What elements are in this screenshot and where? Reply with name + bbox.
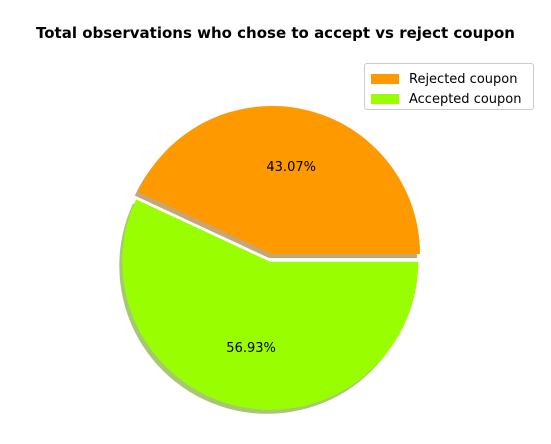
legend-label-accepted: Accepted coupon — [409, 91, 522, 107]
legend-item-accepted: Accepted coupon — [371, 89, 527, 109]
pie-slice-rejected-coupon — [137, 105, 420, 255]
chart-title: Total observations who chose to accept v… — [36, 24, 515, 42]
pie-slice-accepted-coupon — [122, 199, 419, 410]
slice-label-rejected-coupon: 43.07% — [266, 160, 316, 175]
legend-label-rejected: Rejected coupon — [409, 71, 518, 87]
legend-swatch-rejected — [371, 74, 399, 84]
legend-swatch-accepted — [371, 94, 399, 104]
slice-label-accepted-coupon: 56.93% — [226, 341, 276, 356]
legend-item-rejected: Rejected coupon — [371, 69, 527, 89]
chart-legend: Rejected coupon Accepted coupon — [364, 63, 534, 110]
